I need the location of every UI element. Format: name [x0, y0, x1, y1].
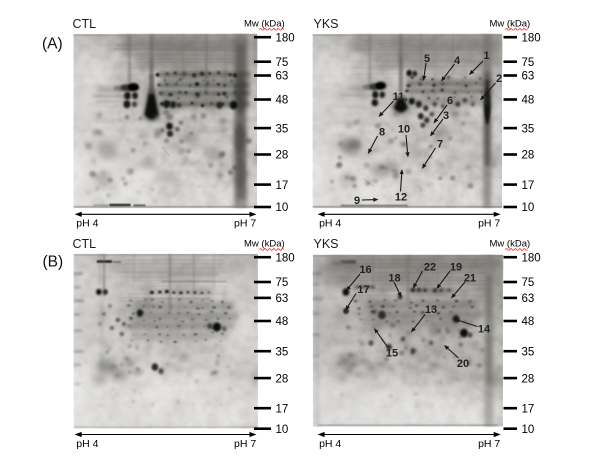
svg-text:28: 28	[522, 150, 535, 162]
svg-text:1: 1	[483, 50, 489, 62]
svg-text:75: 75	[522, 57, 535, 69]
svg-text:75: 75	[276, 277, 289, 289]
svg-text:10: 10	[522, 424, 535, 436]
svg-text:35: 35	[276, 123, 289, 135]
svg-text:48: 48	[276, 316, 289, 328]
svg-text:pH 4: pH 4	[319, 218, 341, 230]
svg-text:63: 63	[522, 71, 535, 83]
svg-text:Mw (kDa): Mw (kDa)	[244, 19, 285, 30]
svg-text:pH 4: pH 4	[319, 438, 341, 450]
svg-text:20: 20	[457, 358, 469, 370]
svg-text:180: 180	[276, 252, 295, 264]
svg-text:48: 48	[276, 95, 289, 107]
svg-text:16: 16	[359, 264, 371, 276]
svg-text:YKS: YKS	[314, 237, 339, 251]
svg-text:22: 22	[424, 262, 436, 274]
svg-text:pH 7: pH 7	[234, 218, 256, 230]
svg-text:35: 35	[522, 123, 535, 135]
svg-text:pH 7: pH 7	[234, 438, 256, 450]
svg-text:11: 11	[393, 91, 405, 103]
svg-text:3: 3	[443, 110, 449, 122]
svg-text:75: 75	[522, 277, 535, 289]
svg-text:48: 48	[522, 316, 535, 328]
svg-text:Mw (kDa): Mw (kDa)	[490, 239, 531, 250]
svg-text:63: 63	[522, 293, 535, 305]
svg-text:75: 75	[276, 57, 289, 69]
svg-text:CTL: CTL	[73, 237, 97, 251]
svg-text:28: 28	[276, 373, 289, 385]
svg-text:pH 7: pH 7	[478, 218, 500, 230]
svg-text:pH 4: pH 4	[76, 218, 98, 230]
svg-text:15: 15	[386, 348, 398, 360]
svg-text:180: 180	[522, 32, 541, 44]
svg-text:6: 6	[447, 95, 453, 107]
svg-text:28: 28	[522, 373, 535, 385]
svg-text:10: 10	[276, 424, 289, 436]
svg-text:(A): (A)	[42, 36, 63, 53]
svg-text:21: 21	[464, 273, 476, 285]
svg-text:35: 35	[276, 346, 289, 358]
svg-text:2: 2	[496, 73, 502, 85]
svg-text:19: 19	[450, 262, 462, 274]
svg-text:7: 7	[437, 139, 443, 151]
svg-text:63: 63	[276, 71, 289, 83]
svg-text:9: 9	[354, 195, 360, 207]
svg-text:17: 17	[276, 403, 289, 415]
svg-text:10: 10	[398, 124, 410, 136]
svg-text:4: 4	[454, 55, 461, 67]
svg-text:18: 18	[388, 273, 400, 285]
svg-text:10: 10	[276, 202, 289, 214]
svg-text:Mw (kDa): Mw (kDa)	[490, 19, 531, 30]
svg-text:pH 7: pH 7	[478, 438, 500, 450]
svg-text:28: 28	[276, 150, 289, 162]
svg-text:YKS: YKS	[314, 17, 339, 31]
svg-text:63: 63	[276, 293, 289, 305]
svg-text:35: 35	[522, 346, 535, 358]
svg-text:180: 180	[276, 32, 295, 44]
svg-text:pH 4: pH 4	[76, 438, 98, 450]
svg-text:17: 17	[522, 180, 535, 192]
svg-text:(B): (B)	[43, 254, 64, 271]
svg-text:10: 10	[522, 202, 535, 214]
svg-text:17: 17	[357, 284, 369, 296]
svg-text:48: 48	[522, 95, 535, 107]
svg-text:8: 8	[379, 127, 385, 139]
svg-text:13: 13	[425, 304, 437, 316]
svg-text:17: 17	[522, 403, 535, 415]
svg-text:Mw (kDa): Mw (kDa)	[244, 239, 285, 250]
svg-text:17: 17	[276, 180, 289, 192]
svg-text:180: 180	[522, 252, 541, 264]
svg-text:14: 14	[478, 324, 491, 336]
svg-text:CTL: CTL	[73, 17, 97, 31]
svg-text:12: 12	[395, 192, 407, 204]
svg-text:5: 5	[424, 53, 430, 65]
